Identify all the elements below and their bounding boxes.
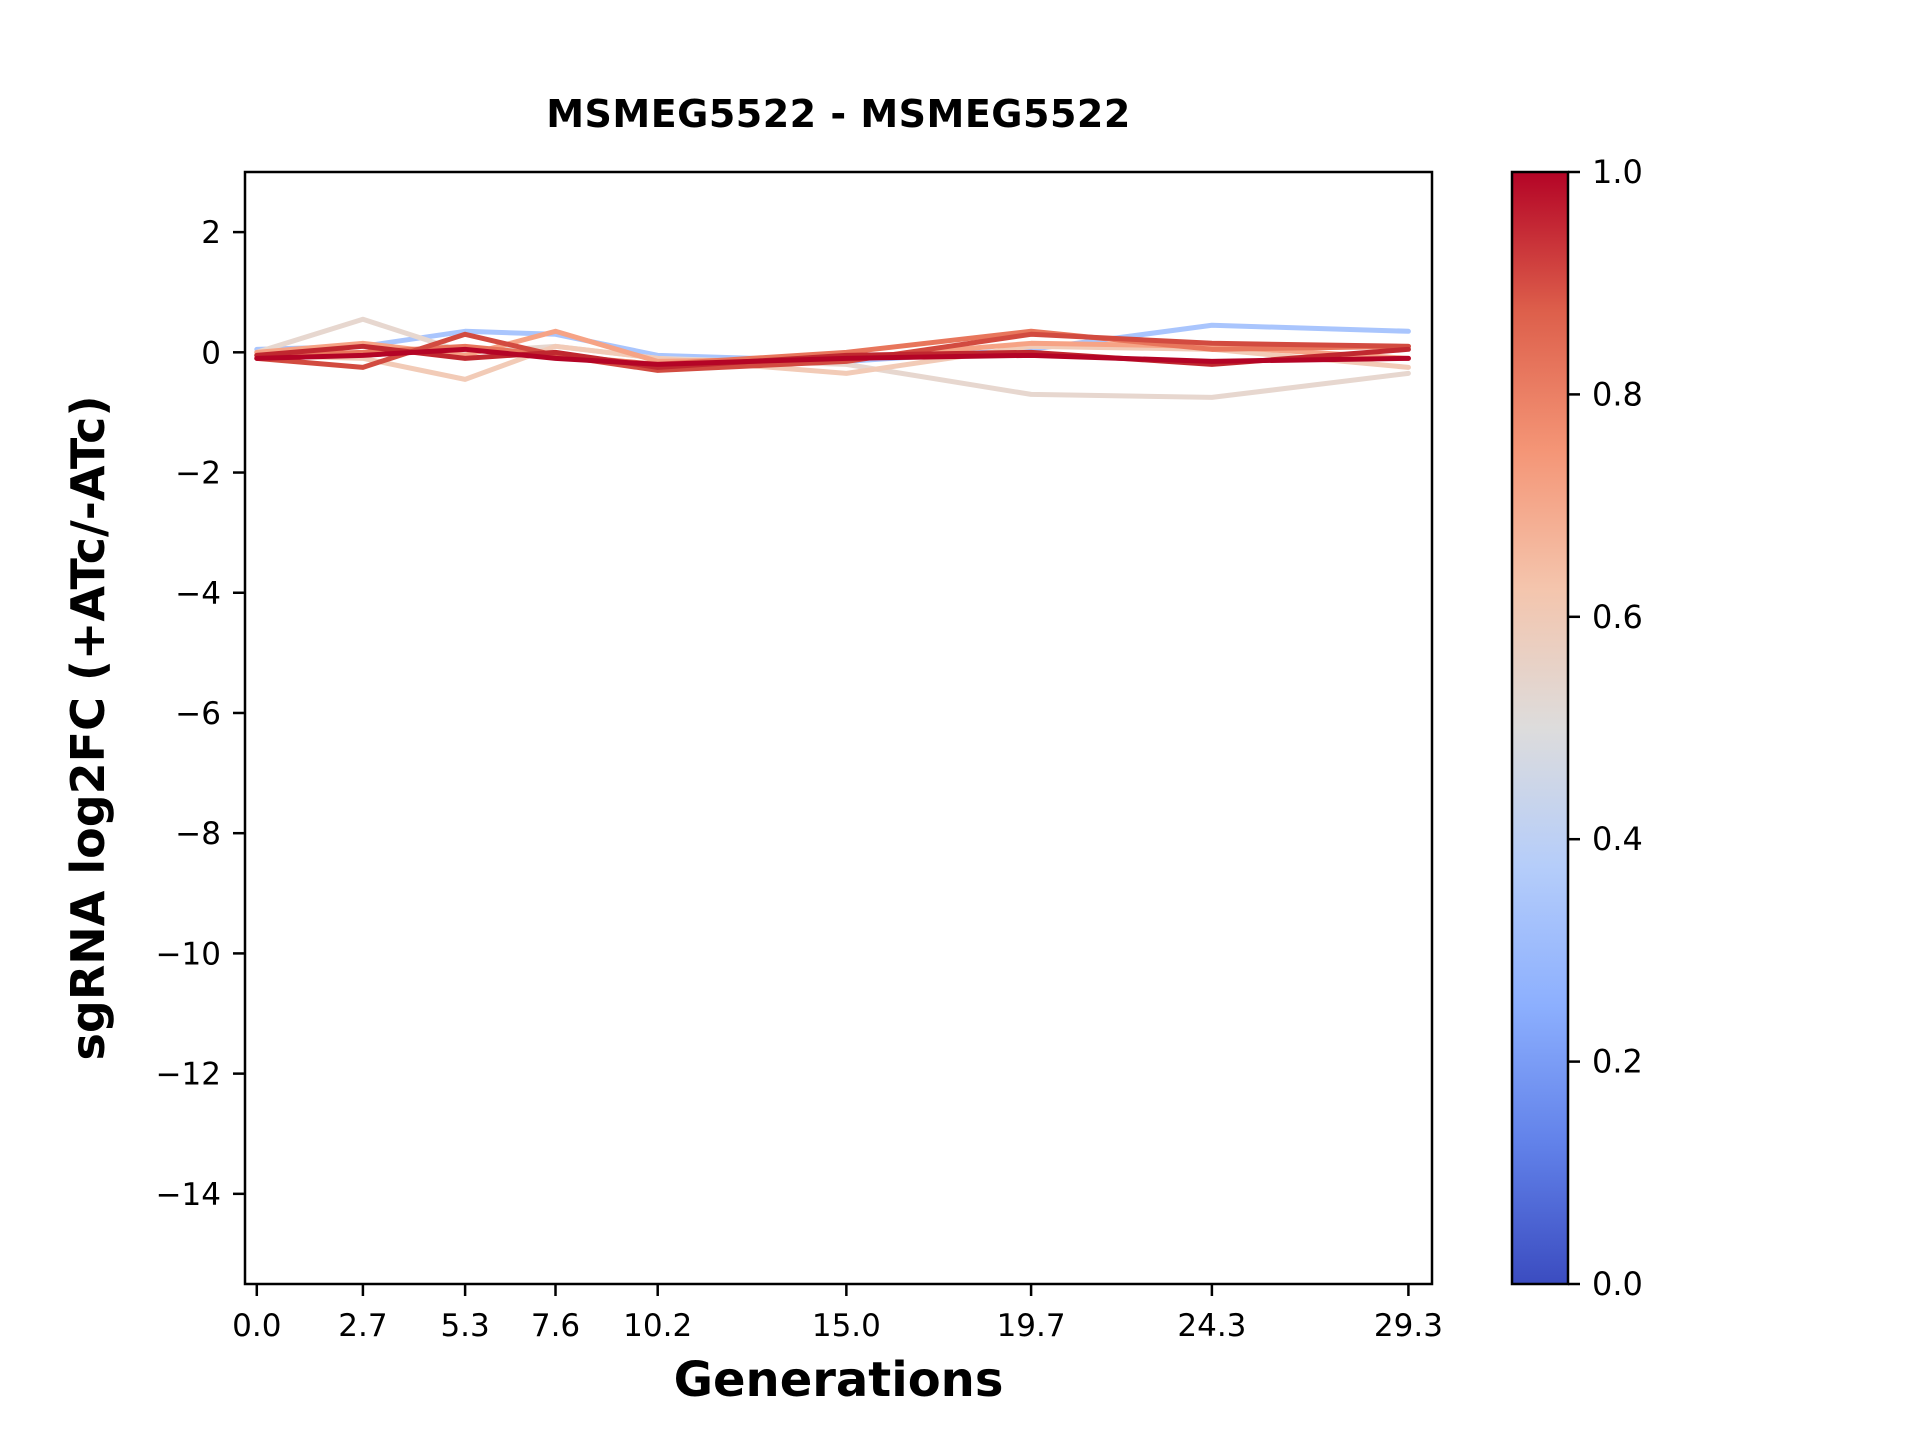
y-tick-label: −4 — [175, 576, 221, 612]
colorbar-tick-label: 0.8 — [1592, 375, 1643, 413]
colorbar-tick-label: 0.0 — [1592, 1265, 1643, 1303]
x-tick-label: 7.6 — [531, 1308, 580, 1344]
colorbar-tick-label: 1.0 — [1592, 153, 1643, 191]
x-tick-label: 2.7 — [338, 1308, 387, 1344]
y-tick-label: −2 — [175, 456, 221, 492]
chart-title: MSMEG5522 - MSMEG5522 — [546, 92, 1131, 136]
colorbar-tick-label: 0.4 — [1592, 820, 1643, 858]
series-line-2 — [254, 343, 1411, 382]
plot-border — [243, 170, 1434, 1286]
x-tick-label: 0.0 — [232, 1308, 281, 1344]
colorbar-tick-label: 0.2 — [1592, 1043, 1643, 1081]
x-tick-label: 29.3 — [1374, 1308, 1443, 1344]
y-tick-label: 2 — [201, 215, 221, 251]
x-tick-label: 24.3 — [1177, 1308, 1246, 1344]
x-tick-label: 5.3 — [440, 1308, 489, 1344]
series-line-5 — [254, 331, 1411, 373]
x-tick-label: 10.2 — [623, 1308, 692, 1344]
y-tick-label: −14 — [156, 1177, 221, 1213]
y-tick-label: −12 — [156, 1057, 221, 1093]
series-line-0 — [254, 322, 1411, 364]
x-tick-label: 15.0 — [812, 1308, 881, 1344]
series-line-7 — [254, 346, 1411, 367]
y-tick-label: −10 — [156, 936, 221, 972]
colorbar — [1510, 170, 1570, 1286]
colorbar-tick-label: 0.6 — [1592, 598, 1643, 636]
y-tick-label: −6 — [175, 696, 221, 732]
x-tick-label: 19.7 — [997, 1308, 1066, 1344]
y-tick-label: −8 — [175, 816, 221, 852]
y-tick-label: 0 — [201, 335, 221, 371]
x-axis-label: Generations — [673, 1352, 1004, 1408]
